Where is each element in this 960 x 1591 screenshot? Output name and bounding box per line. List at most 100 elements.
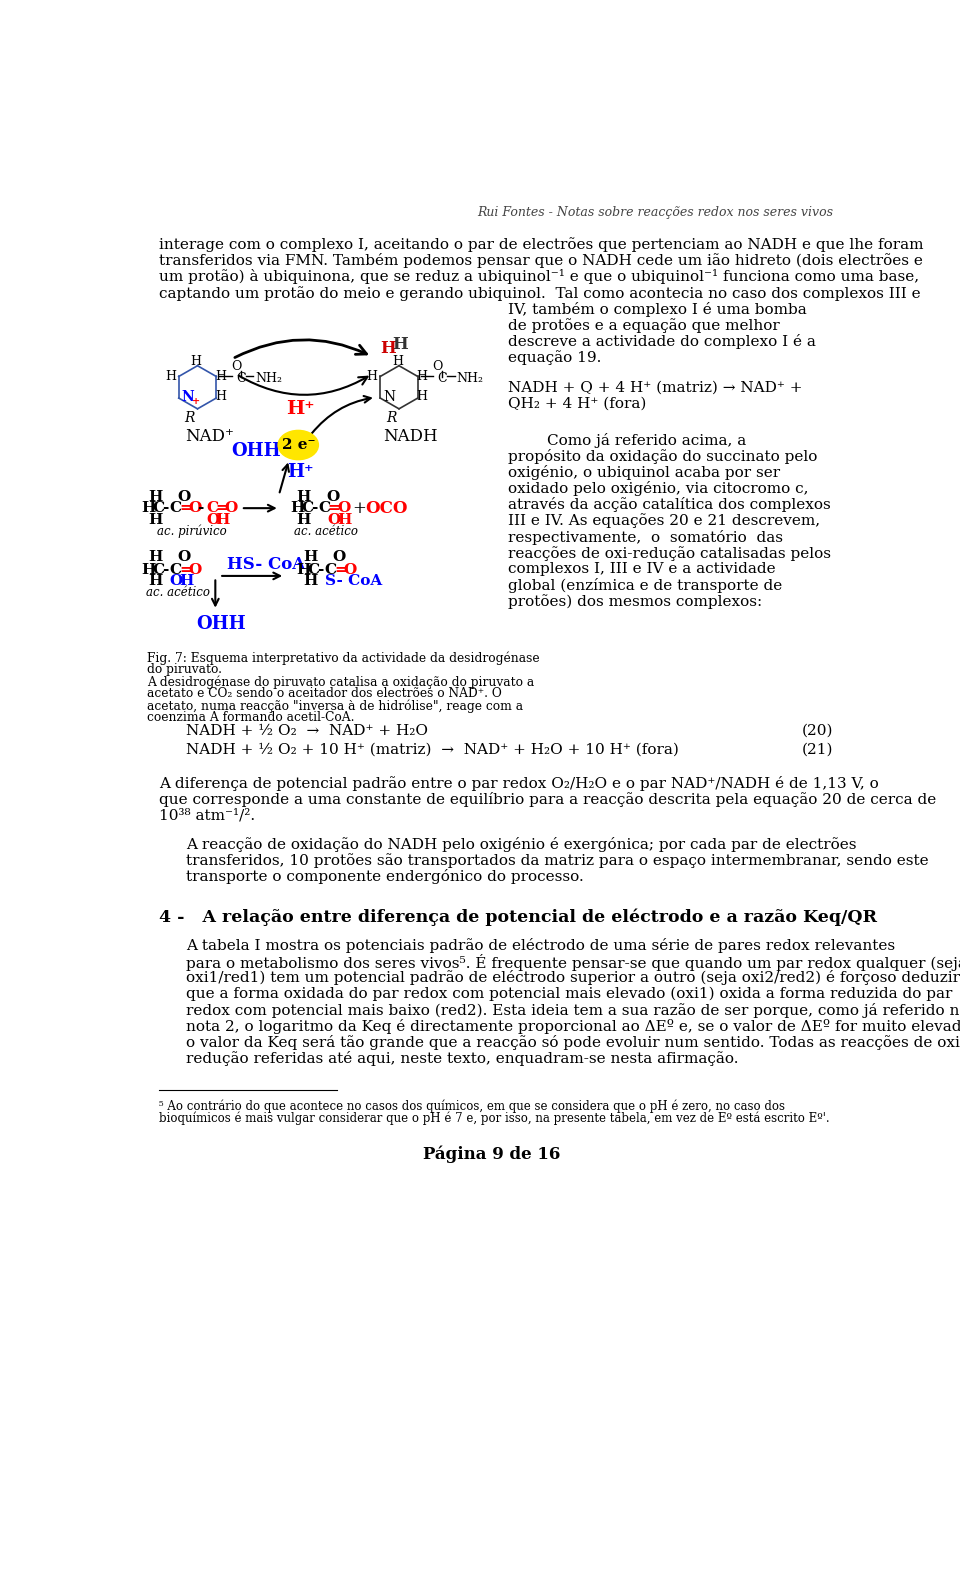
Text: H: H: [337, 512, 351, 527]
Text: interage com o complexo I, aceitando o par de electrões que pertenciam ao NADH e: interage com o complexo I, aceitando o p…: [158, 237, 924, 251]
Text: 4 -   A relação entre diferença de potencial de eléctrodo e a razão Keq/QR: 4 - A relação entre diferença de potenci…: [158, 908, 876, 926]
Text: N: N: [181, 390, 195, 404]
Text: -: -: [162, 501, 168, 515]
Text: C: C: [301, 501, 314, 515]
Text: NAD⁺: NAD⁺: [184, 428, 233, 445]
Text: equação 19.: equação 19.: [508, 350, 601, 366]
Text: -: -: [311, 501, 317, 515]
Text: H: H: [148, 512, 162, 527]
Text: oxigénio, o ubiquinol acaba por ser: oxigénio, o ubiquinol acaba por ser: [508, 465, 780, 480]
Text: H: H: [215, 371, 227, 383]
Text: H: H: [297, 563, 311, 578]
Text: O: O: [170, 574, 182, 589]
Ellipse shape: [278, 431, 319, 460]
Text: IV, também o complexo I é uma bomba: IV, também o complexo I é uma bomba: [508, 302, 806, 317]
Text: Página 9 de 16: Página 9 de 16: [423, 1146, 561, 1163]
Text: C: C: [153, 563, 165, 578]
Text: redox com potencial mais baixo (red2). Esta ideia tem a sua razão de ser porque,: redox com potencial mais baixo (red2). E…: [186, 1002, 960, 1018]
Text: ac. acético: ac. acético: [146, 587, 209, 600]
Text: H: H: [179, 574, 193, 589]
Text: Fig. 7: Esquema interpretativo da actividade da desidrogénase: Fig. 7: Esquema interpretativo da activi…: [147, 651, 540, 665]
Text: bioquímicos é mais vulgar considerar que o pH é 7 e, por isso, na presente tabel: bioquímicos é mais vulgar considerar que…: [158, 1112, 829, 1125]
Text: transferidos via FMN. Também podemos pensar que o NADH cede um ião hidreto (dois: transferidos via FMN. Também podemos pen…: [158, 253, 923, 269]
Text: O: O: [344, 563, 356, 578]
Text: III e IV. As equações 20 e 21 descrevem,: III e IV. As equações 20 e 21 descrevem,: [508, 514, 820, 528]
Text: QH₂ + 4 H⁺ (fora): QH₂ + 4 H⁺ (fora): [508, 396, 646, 410]
Text: NADH + ½ O₂  →  NAD⁺ + H₂O: NADH + ½ O₂ → NAD⁺ + H₂O: [186, 724, 428, 738]
Text: um protão) à ubiquinona, que se reduz a ubiquinol⁻¹ e que o ubiquinol⁻¹ funciona: um protão) à ubiquinona, que se reduz a …: [158, 269, 919, 285]
Text: para o metabolismo dos seres vivos⁵. É frequente pensar-se que quando um par red: para o metabolismo dos seres vivos⁵. É f…: [186, 955, 960, 971]
Text: O: O: [337, 501, 350, 515]
Text: H: H: [297, 512, 311, 527]
Text: que a forma oxidada do par redox com potencial mais elevado (oxi1) oxida a forma: que a forma oxidada do par redox com pot…: [186, 986, 952, 1001]
Text: acetato, numa reacção "inversa à de hidrólise", reage com a: acetato, numa reacção "inversa à de hidr…: [147, 698, 523, 713]
Text: C: C: [170, 563, 181, 578]
Text: O: O: [188, 563, 202, 578]
Text: captando um protão do meio e gerando ubiquinol.  Tal como acontecia no caso dos : captando um protão do meio e gerando ubi…: [158, 286, 921, 301]
Text: A desidrogénase do piruvato catalisa a oxidação do piruvato a: A desidrogénase do piruvato catalisa a o…: [147, 675, 535, 689]
Text: =: =: [215, 501, 228, 515]
Text: C: C: [319, 501, 330, 515]
Text: +: +: [192, 396, 200, 406]
Text: respectivamente,  o  somatório  das: respectivamente, o somatório das: [508, 530, 782, 544]
Text: o valor da Keq será tão grande que a reacção só pode evoluir num sentido. Todas : o valor da Keq será tão grande que a rea…: [186, 1034, 960, 1050]
Text: C: C: [236, 372, 246, 385]
Text: 10³⁸ atm⁻¹/².: 10³⁸ atm⁻¹/².: [158, 808, 254, 823]
Text: ⁵ Ao contrário do que acontece no casos dos químicos, em que se considera que o : ⁵ Ao contrário do que acontece no casos …: [158, 1099, 784, 1114]
Text: C: C: [438, 372, 447, 385]
Text: R: R: [184, 410, 195, 425]
Text: +: +: [352, 500, 367, 517]
Text: propósito da oxidação do succinato pelo: propósito da oxidação do succinato pelo: [508, 449, 817, 465]
Text: H: H: [190, 355, 202, 368]
Text: que corresponde a uma constante de equilíbrio para a reacção descrita pela equaç: que corresponde a uma constante de equil…: [158, 792, 936, 807]
Text: H: H: [417, 390, 428, 403]
Text: NH₂: NH₂: [456, 372, 483, 385]
Text: H: H: [303, 550, 317, 565]
Text: NH₂: NH₂: [254, 372, 282, 385]
Text: H: H: [417, 371, 428, 383]
Text: transporte o componente endergónico do processo.: transporte o componente endergónico do p…: [186, 869, 584, 885]
Text: (20): (20): [802, 724, 833, 738]
Text: NADH: NADH: [383, 428, 438, 445]
FancyArrowPatch shape: [235, 340, 367, 358]
Text: oxidado pelo oxigénio, via citocromo c,: oxidado pelo oxigénio, via citocromo c,: [508, 480, 808, 496]
Text: acetato e CO₂ sendo o aceitador dos electrões o NAD⁺. O: acetato e CO₂ sendo o aceitador dos elec…: [147, 687, 502, 700]
Text: O: O: [178, 550, 191, 565]
Text: OHH: OHH: [196, 616, 246, 633]
FancyArrowPatch shape: [239, 375, 368, 395]
Text: (21): (21): [802, 743, 833, 757]
Text: H: H: [393, 336, 408, 353]
Text: coenzima A formando acetil-CoA.: coenzima A formando acetil-CoA.: [147, 711, 354, 724]
Text: N: N: [384, 390, 396, 404]
Text: H: H: [215, 390, 227, 403]
Text: H: H: [215, 512, 229, 527]
Text: H: H: [291, 501, 305, 515]
Text: =: =: [327, 501, 341, 515]
Text: protões) dos mesmos complexos:: protões) dos mesmos complexos:: [508, 595, 761, 609]
Text: C: C: [170, 501, 181, 515]
Text: H: H: [380, 340, 396, 358]
Text: O: O: [188, 501, 202, 515]
Text: ac. pirúvico: ac. pirúvico: [157, 525, 227, 538]
Text: =: =: [179, 501, 192, 515]
Text: reacções de oxi-redução catalisadas pelos: reacções de oxi-redução catalisadas pelo…: [508, 546, 830, 560]
Text: R: R: [386, 410, 396, 425]
Text: H: H: [165, 371, 176, 383]
Text: H⁺: H⁺: [286, 399, 315, 418]
Text: C: C: [206, 501, 218, 515]
Text: H: H: [367, 371, 377, 383]
Text: OCO: OCO: [365, 500, 407, 517]
Text: descreve a actividade do complexo I é a: descreve a actividade do complexo I é a: [508, 334, 815, 348]
Text: global (enzímica e de transporte de: global (enzímica e de transporte de: [508, 578, 781, 593]
Text: C: C: [307, 563, 320, 578]
Text: OHH: OHH: [230, 442, 280, 460]
Text: =: =: [334, 563, 347, 578]
FancyArrowPatch shape: [212, 581, 219, 606]
Text: H⁺: H⁺: [287, 463, 314, 480]
Text: O: O: [206, 512, 219, 527]
Text: H: H: [392, 355, 403, 368]
Text: H: H: [148, 574, 162, 589]
Text: S- CoA: S- CoA: [324, 574, 382, 589]
FancyArrowPatch shape: [312, 396, 371, 434]
Text: -: -: [162, 563, 168, 578]
